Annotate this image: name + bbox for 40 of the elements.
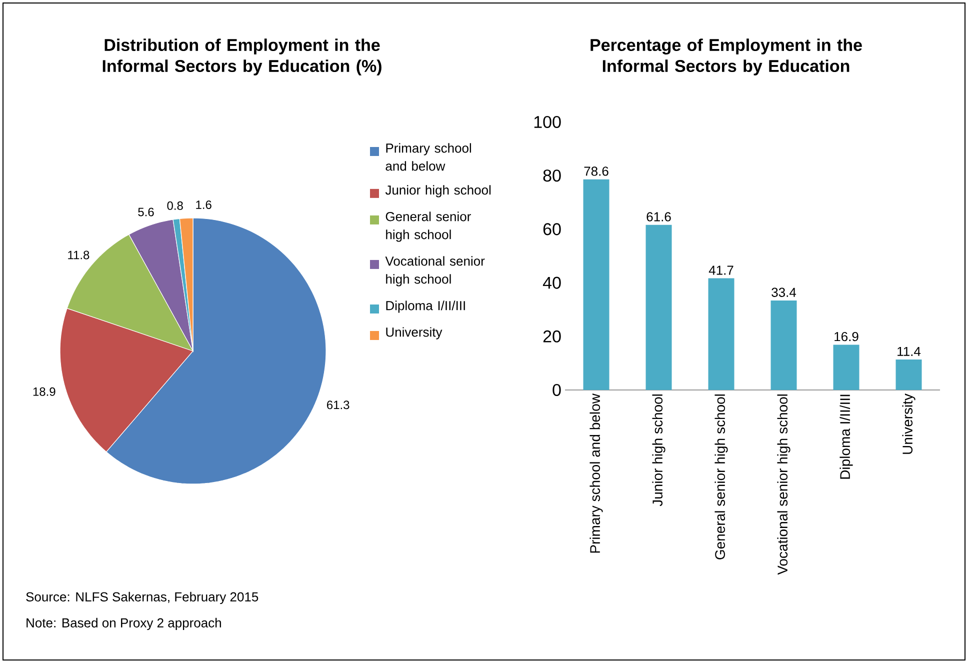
data-label: 11.4 [898, 346, 921, 356]
data-label: 61.6 [646, 212, 671, 222]
y-tick-label: 100 [534, 116, 561, 128]
data-label: 41.7 [708, 266, 734, 275]
legend-label: Junior high school [385, 185, 491, 198]
data-label: 18.9 [33, 387, 56, 396]
legend-label: University [386, 327, 442, 340]
data-label: 61.3 [327, 400, 350, 410]
x-tick-label: University [902, 394, 916, 454]
data-label: 33.4 [772, 288, 796, 297]
legend-label: General senior high school [386, 212, 471, 242]
bar [646, 224, 672, 390]
chart-title: Distribution of Employment in the Informal Sectors by Education (%) [102, 38, 382, 76]
y-tick-label: 80 [543, 170, 561, 182]
bar [708, 278, 734, 390]
data-label: 11.8 [68, 250, 90, 260]
x-tick-label: General senior high school [714, 394, 728, 560]
x-tick-label: Primary school and below [590, 394, 603, 553]
legend-label: Primary school and below [386, 143, 472, 171]
data-label: 1.6 [196, 200, 212, 209]
chart-title: Percentage of Employment in the Informal Sectors by Education [590, 38, 862, 76]
legend-label: Vocational senior high school [385, 256, 485, 286]
data-label: 16.9 [834, 332, 858, 342]
y-tick-label: 40 [542, 276, 561, 289]
y-tick-label: 20 [543, 330, 561, 342]
x-tick-label: Junior high school [652, 394, 666, 506]
data-label: 5.6 [138, 208, 154, 216]
source-note: Source: NLFS Sakernas, February 2015 [26, 592, 258, 604]
text: Note: Based on Proxy 2 approach [26, 618, 221, 630]
bar [896, 359, 922, 390]
y-tick-label: 0 [552, 384, 561, 396]
x-tick-label: Diploma I/II/III [840, 394, 853, 479]
x-tick-label: Vocational senior high school [777, 394, 790, 575]
legend-label: Diploma I/II/III [386, 300, 465, 313]
y-tick-label: 60 [543, 223, 561, 236]
bar [770, 300, 797, 390]
data-label: 78.6 [584, 166, 608, 176]
bar [583, 179, 610, 390]
bar [833, 344, 860, 390]
data-label: 0.8 [167, 201, 183, 210]
